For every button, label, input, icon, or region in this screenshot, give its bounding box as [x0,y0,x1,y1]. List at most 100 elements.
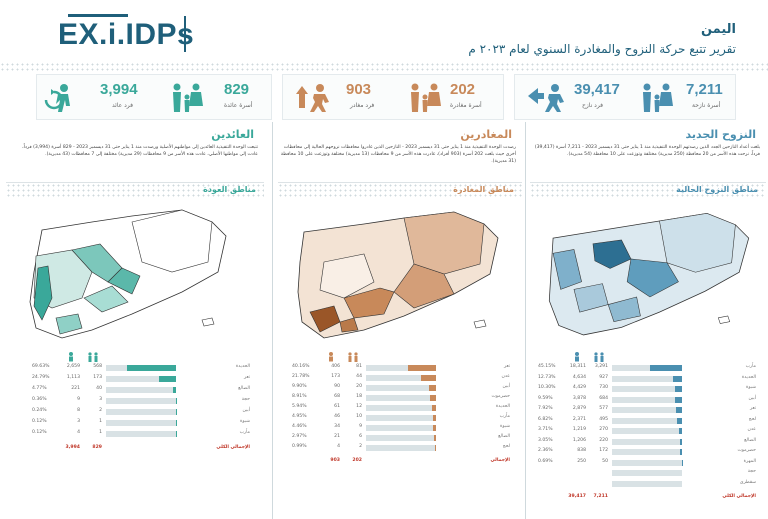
row-percent: 0.12% [32,430,47,435]
returns-map [29,209,227,339]
table-header [538,352,758,363]
panel-title: المغادرين [460,128,512,141]
row-bar-track [366,365,436,371]
row-percent: 4.95% [292,414,307,419]
row-families: 3 [99,397,102,402]
total-individuals: 903 [330,458,340,463]
row-individuals: 46 [334,414,340,419]
table-row: 21.78% 173 44 عدن [292,374,512,383]
row-bar-track [106,420,176,426]
section-title: مناطق المغادرة [453,185,514,194]
table-total-row: 3,994 829 الإجمالي الكلي [32,445,252,454]
row-individuals: 8 [77,408,80,413]
row-percent: 12.73% [538,374,556,380]
row-bar [407,365,436,371]
row-families: 220 [599,437,608,443]
row-bar-track [366,415,436,421]
row-percent: 7.92% [538,406,553,411]
row-bar-track [612,417,682,424]
individual-icon [329,352,333,362]
table-row: 0.24% 8 2 أبين [32,408,252,417]
kpi-value: 829 [224,81,250,98]
table-row: 0.12% 3 1 شبوة [32,419,252,428]
row-bar-track [106,431,176,437]
row-bar [679,438,682,445]
row-individuals: 9 [77,397,80,402]
row-bar [127,365,176,371]
table-row: 9.90% 90 20 أبين [292,384,512,393]
row-percent: 0.12% [32,419,47,424]
row-bar [420,375,436,381]
row-bar-track [366,435,436,441]
row-percent: 21.78% [292,374,310,379]
row-families: 12 [356,404,362,409]
panel-title: النزوح الجديد [685,128,757,141]
row-governorate: حجة [747,469,756,474]
kpi-displaced-individuals: 39,417 فرد نازح [520,74,628,120]
row-families: 495 [599,416,608,422]
table-row: 40.16% 406 81 تعز [292,364,512,373]
dotted-band [0,62,768,72]
row-percent: 5.94% [292,404,307,409]
table-row: 0.36% 9 3 حجة [32,397,252,406]
row-percent: 45.15% [538,364,556,369]
row-bar [431,405,436,411]
table-row: 0.12% 4 1 مأرب [32,430,252,439]
row-individuals: 250 [577,458,586,464]
table-row: 5.94% 61 12 الحديدة [292,404,512,413]
table-row: حجة [538,469,758,478]
panel-description: بلغت أعداد النازحين الجدد الذين رصدتهم ا… [534,145,760,157]
table-row: 24.79% 1,113 173 تعز [32,375,252,384]
row-bar-track [366,405,436,411]
total-individuals: 3,994 [65,445,80,450]
table-row: 45.15% 18,311 3,291 مأرب [538,364,758,373]
row-families: 10 [356,414,362,419]
table-row: 12.73% 4,634 927 الحديدة [538,375,758,384]
row-percent: 6.82% [538,416,553,422]
row-families: 684 [599,395,608,401]
table-row: 69.63% 2,659 568 الحديدة [32,364,252,373]
row-percent: 0.69% [538,458,553,464]
row-governorate: الحديدة [495,404,510,409]
kpi-box-displacement [514,74,736,120]
total-label: الإجمالي الكلي [722,494,756,499]
kpi-label: أسرة نازحة [692,102,721,109]
exu-idps-logo: EX.i.IDPs [58,18,195,51]
row-individuals: 1,113 [66,375,80,380]
row-individuals: 2,879 [572,406,586,411]
individual-icon [69,352,73,362]
row-governorate: الحديدة [235,364,250,369]
table-total-row: 39,417 7,211 الإجمالي الكلي [538,494,758,503]
row-individuals: 61 [334,404,340,409]
table-row: 4.46% 34 9 شبوة [292,424,512,433]
row-bar-track [106,365,176,371]
row-families: 9 [359,424,362,429]
kpi-label: فرد مغادر [350,102,375,109]
row-families: 2 [359,444,362,449]
kpi-box-returns [36,74,272,120]
row-percent: 4.77% [32,386,47,391]
row-families: 20 [356,384,362,389]
row-families: 44 [356,374,362,379]
row-bar-track [612,438,682,445]
row-individuals: 18,311 [569,364,586,369]
row-bar-track [106,398,176,404]
row-bar [172,387,176,393]
row-individuals: 1,219 [572,427,586,432]
row-governorate: تعز [503,364,510,369]
row-percent: 2.36% [538,448,553,453]
row-bar-track [612,428,682,434]
kpi-label: فرد عائد [112,102,133,109]
row-bar [650,365,682,371]
section-header: مناطق المغادرة [278,182,522,198]
person-return-icon [44,84,70,112]
row-families: 172 [599,448,608,453]
displacement-map [548,212,750,336]
logo-roof [68,14,128,28]
person-departure-icon [296,84,329,112]
row-families: 81 [356,364,362,369]
panel-divider [525,122,526,519]
row-families: 1 [99,419,102,424]
row-governorate: شبوة [239,419,250,424]
report-title: تقرير تتبع حركة النزوح والمغادرة السنوي … [468,42,736,56]
